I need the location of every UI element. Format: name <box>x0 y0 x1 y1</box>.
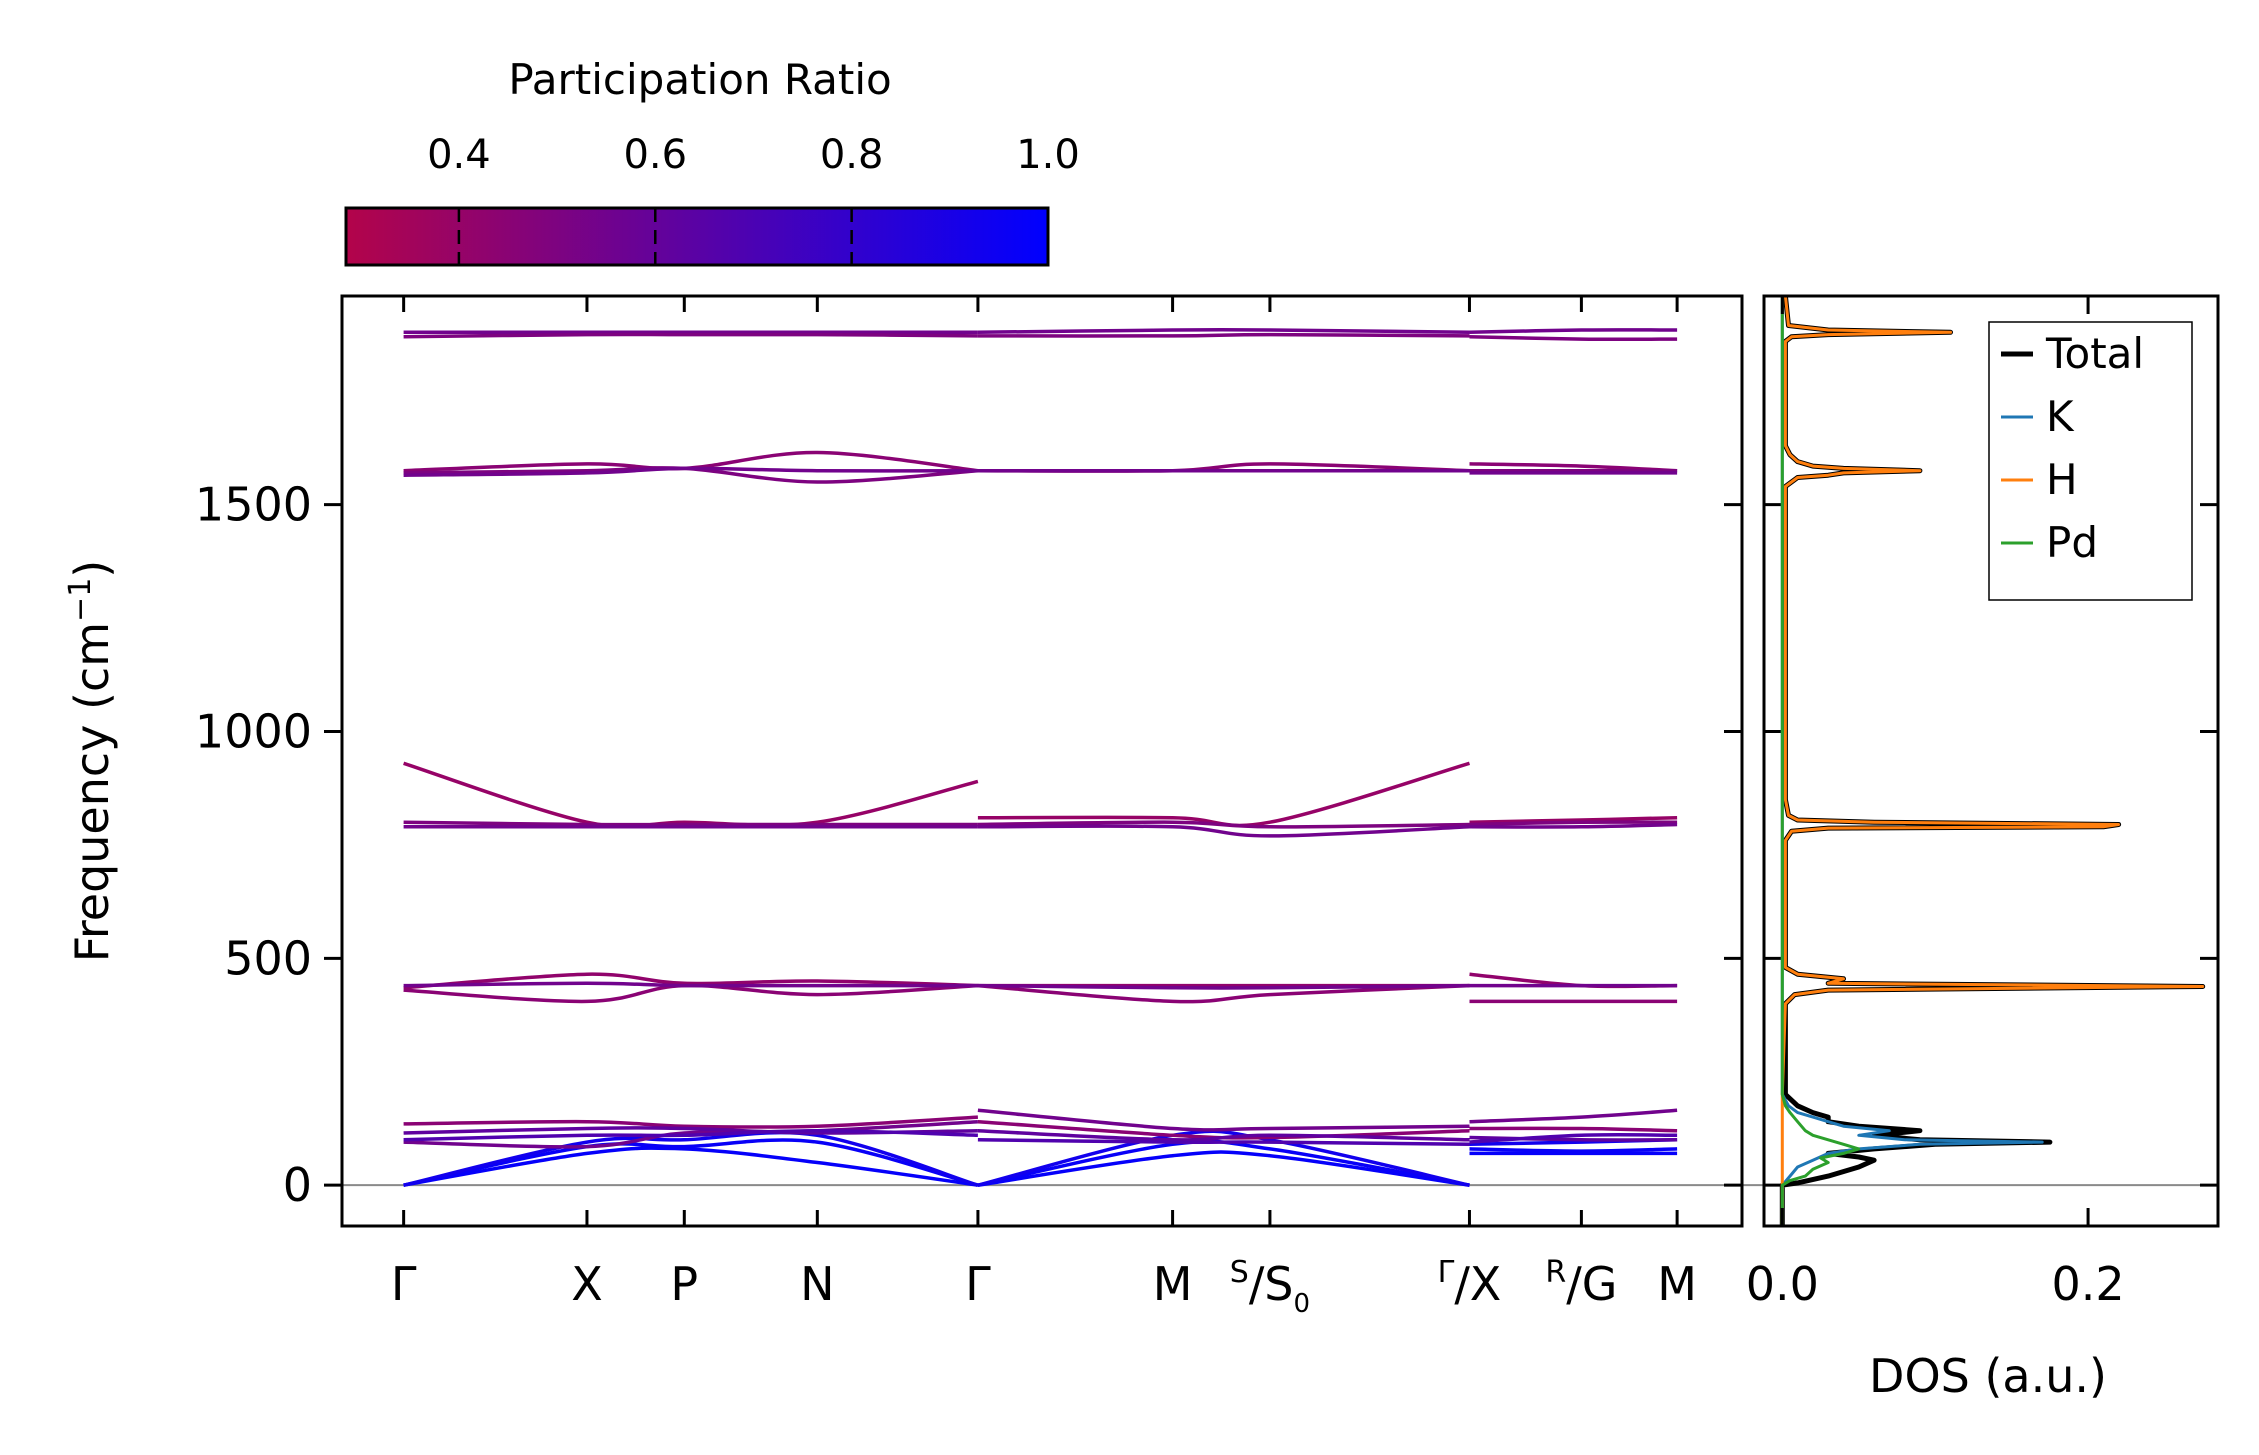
band-acoustic-1 <box>403 1146 979 1187</box>
kpoint-label: N <box>800 1257 834 1311</box>
dos-tick-label: 0.0 <box>1746 1257 1819 1311</box>
band-top-4 <box>1469 328 1678 335</box>
band-hi-2 <box>977 820 1470 829</box>
dos-axes-frame <box>1762 294 2220 1228</box>
band-mid-3 <box>403 981 978 988</box>
kpoint-label: S/S0 <box>1230 1255 1310 1319</box>
dos-tick-label: 0.2 <box>2051 1257 2124 1311</box>
band-low-opt-4 <box>1469 1133 1678 1144</box>
band-top-5 <box>403 332 978 339</box>
dos-legend: Total KH Pd <box>1988 321 2193 601</box>
colorbar: Participation Ratio 0.4 0.6 0.8 1.0 <box>344 55 1080 267</box>
kpoint-label: P <box>670 1257 698 1311</box>
frequency-tick-label: 500 <box>224 931 312 985</box>
kpoint-label-sup: S <box>1230 1255 1249 1290</box>
phonon-bands <box>403 327 1678 1187</box>
colorbar-ticks: 0.4 0.6 0.8 1.0 <box>427 132 1080 265</box>
colorbar-gradient <box>344 206 1050 267</box>
band-mid-2 <box>977 983 1470 1004</box>
frequency-axis-label: Frequency (cm−1) <box>63 560 119 963</box>
ylabel-sup: −1 <box>63 578 98 622</box>
band-top-4 <box>977 327 1470 335</box>
kpoint-label: R/G <box>1545 1255 1617 1311</box>
band-low-opt-2 <box>1469 1126 1678 1133</box>
band-acoustic-3 <box>403 1130 979 1187</box>
kpoint-label-main: /G <box>1566 1257 1617 1311</box>
legend-label-pd: Pd <box>2046 518 2098 567</box>
colorbar-tick-label: 0.6 <box>623 132 687 178</box>
band-hi-1 <box>403 761 979 829</box>
band-low-opt-1 <box>403 1119 978 1149</box>
band-hi-2 <box>403 820 978 827</box>
band-acoustic-2 <box>403 1138 979 1187</box>
band-low-opt-3 <box>977 1128 1470 1142</box>
band-hi-3 <box>1469 822 1678 829</box>
band-hi-2 <box>1469 820 1678 827</box>
band-hi-3 <box>977 824 1470 838</box>
band-acoustic-2 <box>1469 1147 1678 1153</box>
legend-label-h: H <box>2046 455 2078 504</box>
kpoint-label-sup: R <box>1545 1255 1566 1290</box>
kpoint-label: X <box>571 1257 603 1311</box>
legend-entries: Total KH Pd <box>2001 329 2144 567</box>
legend-label-total: Total <box>2045 329 2144 378</box>
band-low-opt-2 <box>403 1115 978 1129</box>
frequency-tick-label: 0 <box>283 1158 312 1212</box>
band-mid-3 <box>977 983 1470 990</box>
dos-curves <box>1779 296 2206 1226</box>
band-mid-1 <box>403 972 978 990</box>
legend-box <box>1988 321 2193 601</box>
kpoint-label: Γ/X <box>1438 1255 1502 1311</box>
kpoint-label-main: /S <box>1249 1257 1294 1311</box>
ylabel-end: ) <box>65 560 119 578</box>
band-low-opt-1 <box>977 1108 1470 1132</box>
kpoint-label: M <box>1657 1257 1697 1311</box>
dos-panel: 0.0 0.2 DOS (a.u.) Total KH Pd <box>1746 294 2220 1403</box>
frequency-tick-label: 1500 <box>195 478 312 532</box>
band-acoustic-3 <box>977 1129 1470 1187</box>
kpoint-label: M <box>1153 1257 1193 1311</box>
legend-label-k: K <box>2046 392 2075 441</box>
band-hi-1 <box>977 761 1470 828</box>
dos-line-k <box>1780 296 2044 1226</box>
colorbar-tick-label: 1.0 <box>1016 132 1080 178</box>
kpoint-label-sub: 0 <box>1294 1289 1311 1319</box>
band-top-5 <box>1469 335 1678 342</box>
band-low-opt-4 <box>403 1128 978 1142</box>
kpoint-label: Γ <box>965 1257 991 1311</box>
dos-line-h <box>1780 296 2205 1226</box>
kpoint-ticks: Γ X P N Γ M S/S0 Γ/X R/G M <box>391 296 1697 1319</box>
band-low-opt-1 <box>1469 1108 1678 1124</box>
frequency-ticks: 0 500 1000 1500 <box>195 478 2218 1212</box>
band-mid-2 <box>403 983 978 1004</box>
colorbar-tick-label: 0.8 <box>820 132 884 178</box>
colorbar-title: Participation Ratio <box>508 55 891 104</box>
dos-line-pd <box>1780 296 1861 1226</box>
colorbar-tick-label: 0.4 <box>427 132 491 178</box>
kpoint-label-sup: Γ <box>1438 1255 1455 1290</box>
kpoint-label: Γ <box>391 1257 417 1311</box>
kpoint-label-main: /X <box>1454 1257 1501 1311</box>
band-top-3 <box>403 466 978 477</box>
band-low-opt-3 <box>1469 1135 1678 1142</box>
dos-axis-label: DOS (a.u.) <box>1869 1349 2107 1403</box>
dos-ticks: 0.0 0.2 <box>1746 296 2125 1311</box>
ylabel-main: Frequency (cm <box>65 622 119 962</box>
band-hi-1 <box>1469 815 1678 824</box>
band-axes-frame <box>340 294 1744 1228</box>
frequency-tick-label: 1000 <box>195 705 312 759</box>
band-acoustic-1 <box>977 1150 1470 1187</box>
band-low-opt-4 <box>977 1138 1470 1147</box>
band-top-5 <box>977 332 1470 338</box>
